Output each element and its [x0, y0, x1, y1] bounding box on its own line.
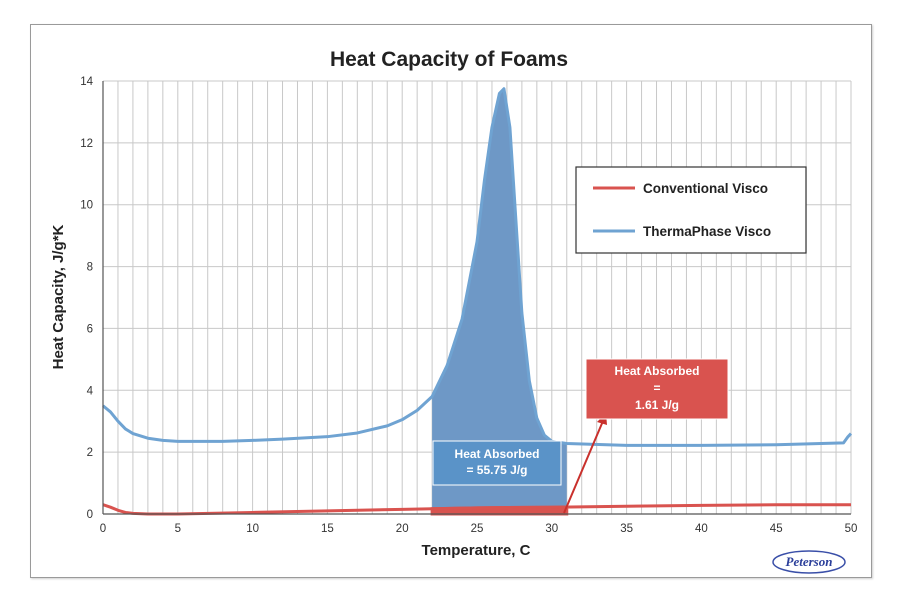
annotation-arrow-line — [563, 420, 604, 514]
shaded-region-thermaphase — [432, 88, 567, 514]
x-tick-label: 35 — [620, 523, 633, 535]
y-tick-label: 14 — [80, 76, 93, 88]
x-tick-label: 20 — [396, 523, 409, 535]
series-lines — [102, 87, 853, 516]
y-tick-label: 10 — [80, 200, 93, 212]
y-tick-label: 2 — [87, 447, 93, 459]
x-tick-label: 25 — [471, 523, 484, 535]
annotation-text: = — [653, 381, 660, 395]
y-tick-label: 8 — [87, 262, 93, 274]
x-tick-label: 45 — [770, 523, 783, 535]
legend-box — [575, 166, 807, 254]
annotation-text: Heat Absorbed — [615, 364, 700, 378]
chart-title: Heat Capacity of Foams — [330, 48, 568, 71]
x-tick-label: 30 — [545, 523, 558, 535]
axes — [102, 81, 851, 515]
series-line-thermaphase-visco — [102, 87, 853, 447]
heat-absorbed-box-conventional — [585, 358, 729, 420]
annotation-text: 1.61 J/g — [635, 398, 679, 412]
series-line-conventional-visco — [102, 503, 851, 516]
legend: Conventional Visco ThermaPhase Visco — [575, 166, 807, 254]
peterson-logo: Peterson — [772, 550, 846, 574]
y-axis-label: Heat Capacity, J/g*K — [50, 224, 67, 369]
legend-label: ThermaPhase Visco — [643, 224, 771, 239]
x-tick-label: 5 — [175, 523, 181, 535]
y-tick-label: 4 — [87, 385, 94, 397]
legend-label: Conventional Visco — [643, 181, 768, 196]
x-tick-label: 40 — [695, 523, 708, 535]
annotation-text: = 55.75 J/g — [466, 463, 527, 477]
logo-text: Peterson — [786, 554, 833, 569]
x-tick-label: 10 — [246, 523, 259, 535]
x-tick-label: 50 — [845, 523, 858, 535]
y-tick-labels: 0 2 4 6 8 10 12 14 — [80, 76, 93, 521]
annotation-text: Heat Absorbed — [455, 447, 540, 461]
heat-capacity-chart: Heat Capacity of Foams 0 5 10 15 20 25 30 35 40 4… — [50, 48, 858, 574]
y-tick-label: 6 — [87, 323, 93, 335]
x-tick-label: 15 — [321, 523, 334, 535]
x-tick-labels: 0 5 10 15 20 25 30 35 40 45 50 — [100, 523, 858, 535]
x-axis-label: Temperature, C — [422, 542, 531, 559]
y-tick-label: 0 — [87, 509, 93, 521]
y-tick-label: 12 — [80, 138, 93, 150]
heat-absorbed-box-thermaphase — [432, 440, 562, 486]
chart-frame: Heat Capacity of Foams 0 5 10 15 20 25 30 35 40 4… — [30, 24, 872, 578]
x-tick-label: 0 — [100, 523, 106, 535]
annotations: Heat Absorbed = 55.75 J/g Heat Absorbed = 1.… — [432, 358, 729, 514]
